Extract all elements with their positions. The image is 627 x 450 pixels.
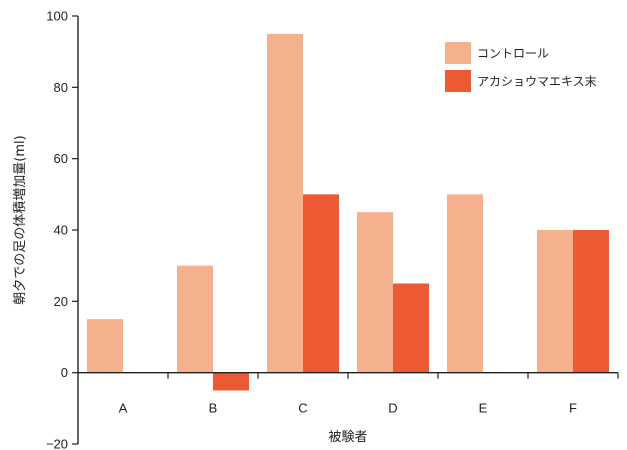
bar-series2-c (303, 194, 339, 373)
legend-swatch-2 (445, 70, 471, 92)
x-axis-title: 被験者 (328, 430, 367, 445)
x-axis-ticks: A B C D E F (119, 372, 619, 416)
y-axis-ticks: −20 0 20 40 60 80 100 (46, 9, 78, 450)
bar-series1-f (537, 230, 573, 373)
legend-label-2: アカショウマエキス末 (477, 75, 597, 89)
bar-series1-e (447, 194, 483, 373)
bar-series1-c (267, 33, 303, 373)
category-label-e: E (479, 401, 488, 416)
y-tick-label: −20 (46, 437, 68, 450)
category-label-a: A (119, 401, 128, 416)
y-axis-title: 朝夕での足の体積増加量(ml) (13, 135, 28, 304)
category-label-d: D (388, 401, 397, 416)
category-label-c: C (298, 401, 307, 416)
y-tick-label: 80 (54, 80, 68, 95)
y-tick-label: 100 (46, 9, 68, 24)
category-label-f: F (569, 401, 577, 416)
bar-series1-d (357, 212, 393, 373)
legend-label-1: コントロール (477, 47, 549, 61)
bars (87, 33, 609, 391)
y-tick-label: 40 (54, 223, 68, 238)
legend-swatch-1 (445, 42, 471, 64)
bar-series2-d (393, 283, 429, 373)
bar-series1-b (177, 265, 213, 373)
bar-series2-f (573, 230, 609, 373)
y-tick-label: 0 (61, 365, 68, 380)
bar-series1-a (87, 319, 123, 373)
y-tick-label: 20 (54, 294, 68, 309)
bar-series2-b (213, 372, 249, 391)
category-label-b: B (209, 401, 218, 416)
y-tick-label: 60 (54, 151, 68, 166)
